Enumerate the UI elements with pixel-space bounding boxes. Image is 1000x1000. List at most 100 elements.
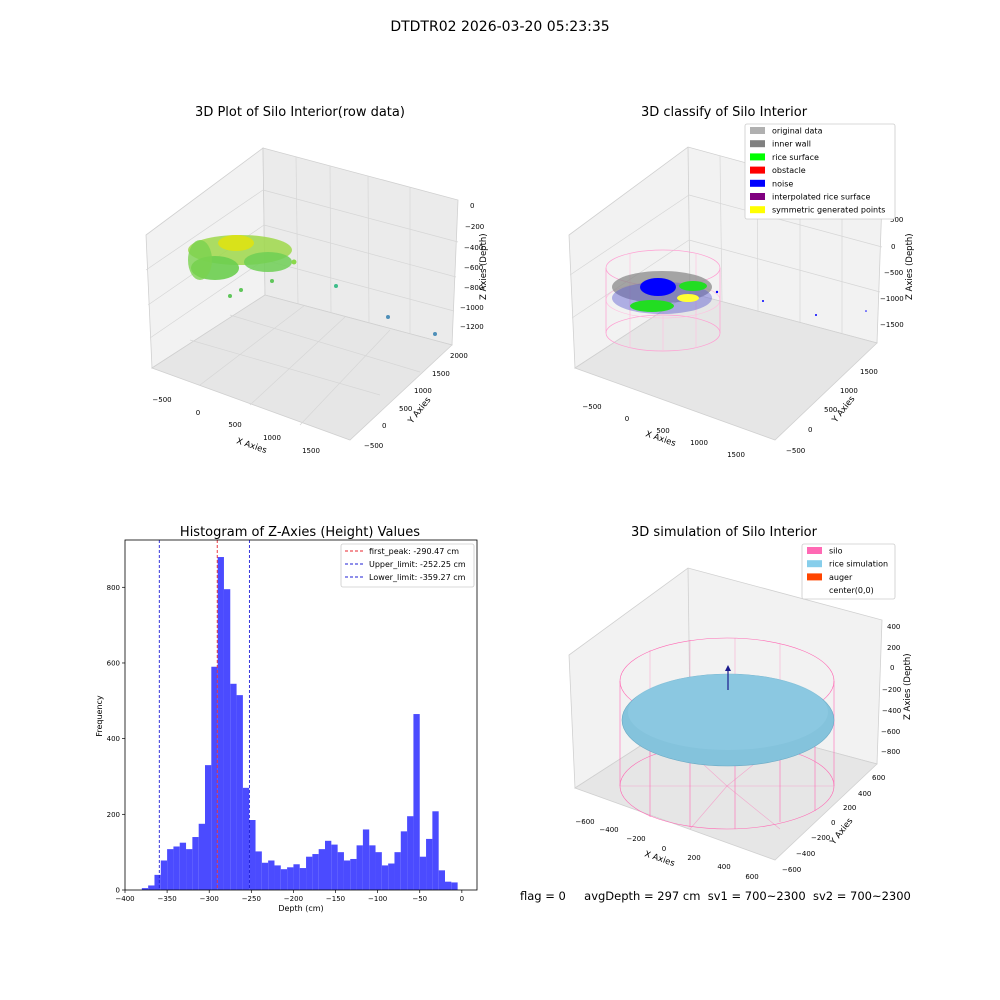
simulation-panel-title: 3D simulation of Silo Interior <box>631 525 818 540</box>
raw-ztick: −1200 <box>460 323 484 331</box>
raw-ytick: 0 <box>382 422 386 430</box>
svg-text:400: 400 <box>887 623 900 631</box>
histogram-bar <box>287 867 294 890</box>
histogram-ytick-label: 800 <box>107 584 120 592</box>
svg-text:−200: −200 <box>626 835 645 843</box>
histogram-bar <box>394 852 401 890</box>
histogram-xtick-label: −400 <box>115 895 134 903</box>
raw-ytick: −500 <box>364 442 383 450</box>
svg-text:400: 400 <box>858 790 871 798</box>
histogram-ytick-label: 200 <box>107 811 120 819</box>
legend-entry-label: rice surface <box>772 153 819 162</box>
raw-grid <box>145 156 459 426</box>
raw-ytick: 500 <box>399 405 412 413</box>
svg-text:−400: −400 <box>796 850 815 858</box>
legend-entry-label: Lower_limit: -359.27 cm <box>369 573 466 582</box>
svg-text:−200: −200 <box>811 834 830 842</box>
svg-text:200: 200 <box>887 644 900 652</box>
svg-text:1000: 1000 <box>840 387 858 395</box>
histogram-bar <box>337 852 344 890</box>
classify-rice-surface <box>630 300 674 312</box>
histogram-bar <box>306 856 313 890</box>
raw-ztick: −600 <box>464 264 483 272</box>
raw-ztick: −400 <box>464 244 483 252</box>
svg-text:−400: −400 <box>599 826 618 834</box>
classify-zlabel: Z Axies (Depth) <box>905 233 915 300</box>
histogram-bar <box>299 868 307 890</box>
legend-swatch <box>750 206 765 214</box>
status-footer: flag = 0 avgDepth = 297 cm sv1 = 700~230… <box>520 889 911 903</box>
histogram-bar <box>230 683 237 890</box>
histogram-bar <box>438 870 445 890</box>
histogram-bar <box>432 811 439 890</box>
raw-ztick: 0 <box>470 202 474 210</box>
classify-panel: 3D classify of Silo Interior <box>568 105 915 459</box>
histogram-xtick-label: 0 <box>460 895 464 903</box>
svg-text:200: 200 <box>843 804 856 812</box>
histogram-bar <box>198 823 205 890</box>
histogram-bar <box>426 838 433 890</box>
raw-xtick: 1000 <box>263 434 281 442</box>
histogram-bar <box>369 845 376 890</box>
legend-swatch <box>750 153 765 161</box>
histogram-bar <box>350 858 357 890</box>
raw-point-cloud <box>188 235 437 336</box>
avg-depth-text: avgDepth = 297 cm <box>584 889 701 903</box>
svg-text:400: 400 <box>717 863 730 871</box>
raw-axis-ticks: −500 0 500 1000 1500 2000 1500 1000 500 … <box>152 202 484 455</box>
classify-symmetric <box>677 294 699 302</box>
legend-entry-label: inner wall <box>772 140 811 149</box>
svg-text:−500: −500 <box>884 269 903 277</box>
histogram-bar <box>274 865 281 890</box>
histogram-bar <box>223 589 231 890</box>
svg-text:600: 600 <box>745 873 758 881</box>
histogram-bar <box>331 844 338 890</box>
legend-entry-label: silo <box>829 547 843 556</box>
histogram-bar <box>154 874 161 890</box>
raw-zlabel: Z Axies (Depth) <box>479 233 489 300</box>
svg-text:500: 500 <box>890 216 903 224</box>
histogram-legend: first_peak: -290.47 cm Upper_limit: -252.… <box>340 543 475 588</box>
raw-panel-title: 3D Plot of Silo Interior(row data) <box>195 105 405 120</box>
histogram-bar <box>400 831 408 890</box>
histogram-xtick-label: −200 <box>284 895 303 903</box>
svg-text:200: 200 <box>687 854 700 862</box>
histogram-bar <box>343 860 351 890</box>
histogram-yticks: 0 200 400 600 800 <box>107 584 125 895</box>
histogram-bar <box>362 829 370 890</box>
legend-swatch <box>750 166 765 174</box>
simulation-axis-ticks: −600 −400 −200 0 200 400 600 600 400 200… <box>575 623 901 881</box>
raw-ytick: 2000 <box>450 352 468 360</box>
histogram-frame <box>124 539 478 891</box>
svg-text:1500: 1500 <box>727 451 745 459</box>
histogram-bar <box>413 714 420 890</box>
histogram-xtick-label: −250 <box>242 895 261 903</box>
histogram-bar <box>445 881 452 890</box>
histogram-xtick-label: −50 <box>412 895 427 903</box>
legend-swatch <box>750 179 765 187</box>
histogram-vlines <box>158 540 250 890</box>
svg-text:0: 0 <box>890 664 894 672</box>
raw-data-panel: 3D Plot of Silo Interior(row data) <box>145 105 489 456</box>
svg-text:0: 0 <box>625 415 629 423</box>
histogram-ytick-label: 400 <box>107 735 120 743</box>
histogram-bar <box>312 854 319 890</box>
raw-ztick: −1000 <box>460 304 484 312</box>
histogram-xticks: −400 −350 −300 −250 −200 −150 −100 −50 0 <box>115 890 464 903</box>
svg-text:−200: −200 <box>882 686 901 694</box>
histogram-title: Histogram of Z-Axies (Height) Values <box>180 525 420 540</box>
legend-entry-label: center(0,0) <box>829 586 874 595</box>
histogram-bar <box>419 856 427 890</box>
svg-text:1000: 1000 <box>690 439 708 447</box>
simulation-legend: silo rice simulation auger center(0,0) <box>801 543 896 600</box>
histogram-bar <box>173 846 180 890</box>
svg-text:−600: −600 <box>575 818 594 826</box>
classify-silo-wireframe <box>605 249 721 352</box>
classify-legend: original data inner wall rice surface obsta… <box>744 123 896 220</box>
histogram-xtick-label: −100 <box>368 895 387 903</box>
histogram-bar <box>293 864 300 890</box>
svg-text:−500: −500 <box>786 447 805 455</box>
histogram-bar <box>211 666 218 890</box>
histogram-bar <box>192 837 199 890</box>
histogram-bar <box>381 865 389 890</box>
